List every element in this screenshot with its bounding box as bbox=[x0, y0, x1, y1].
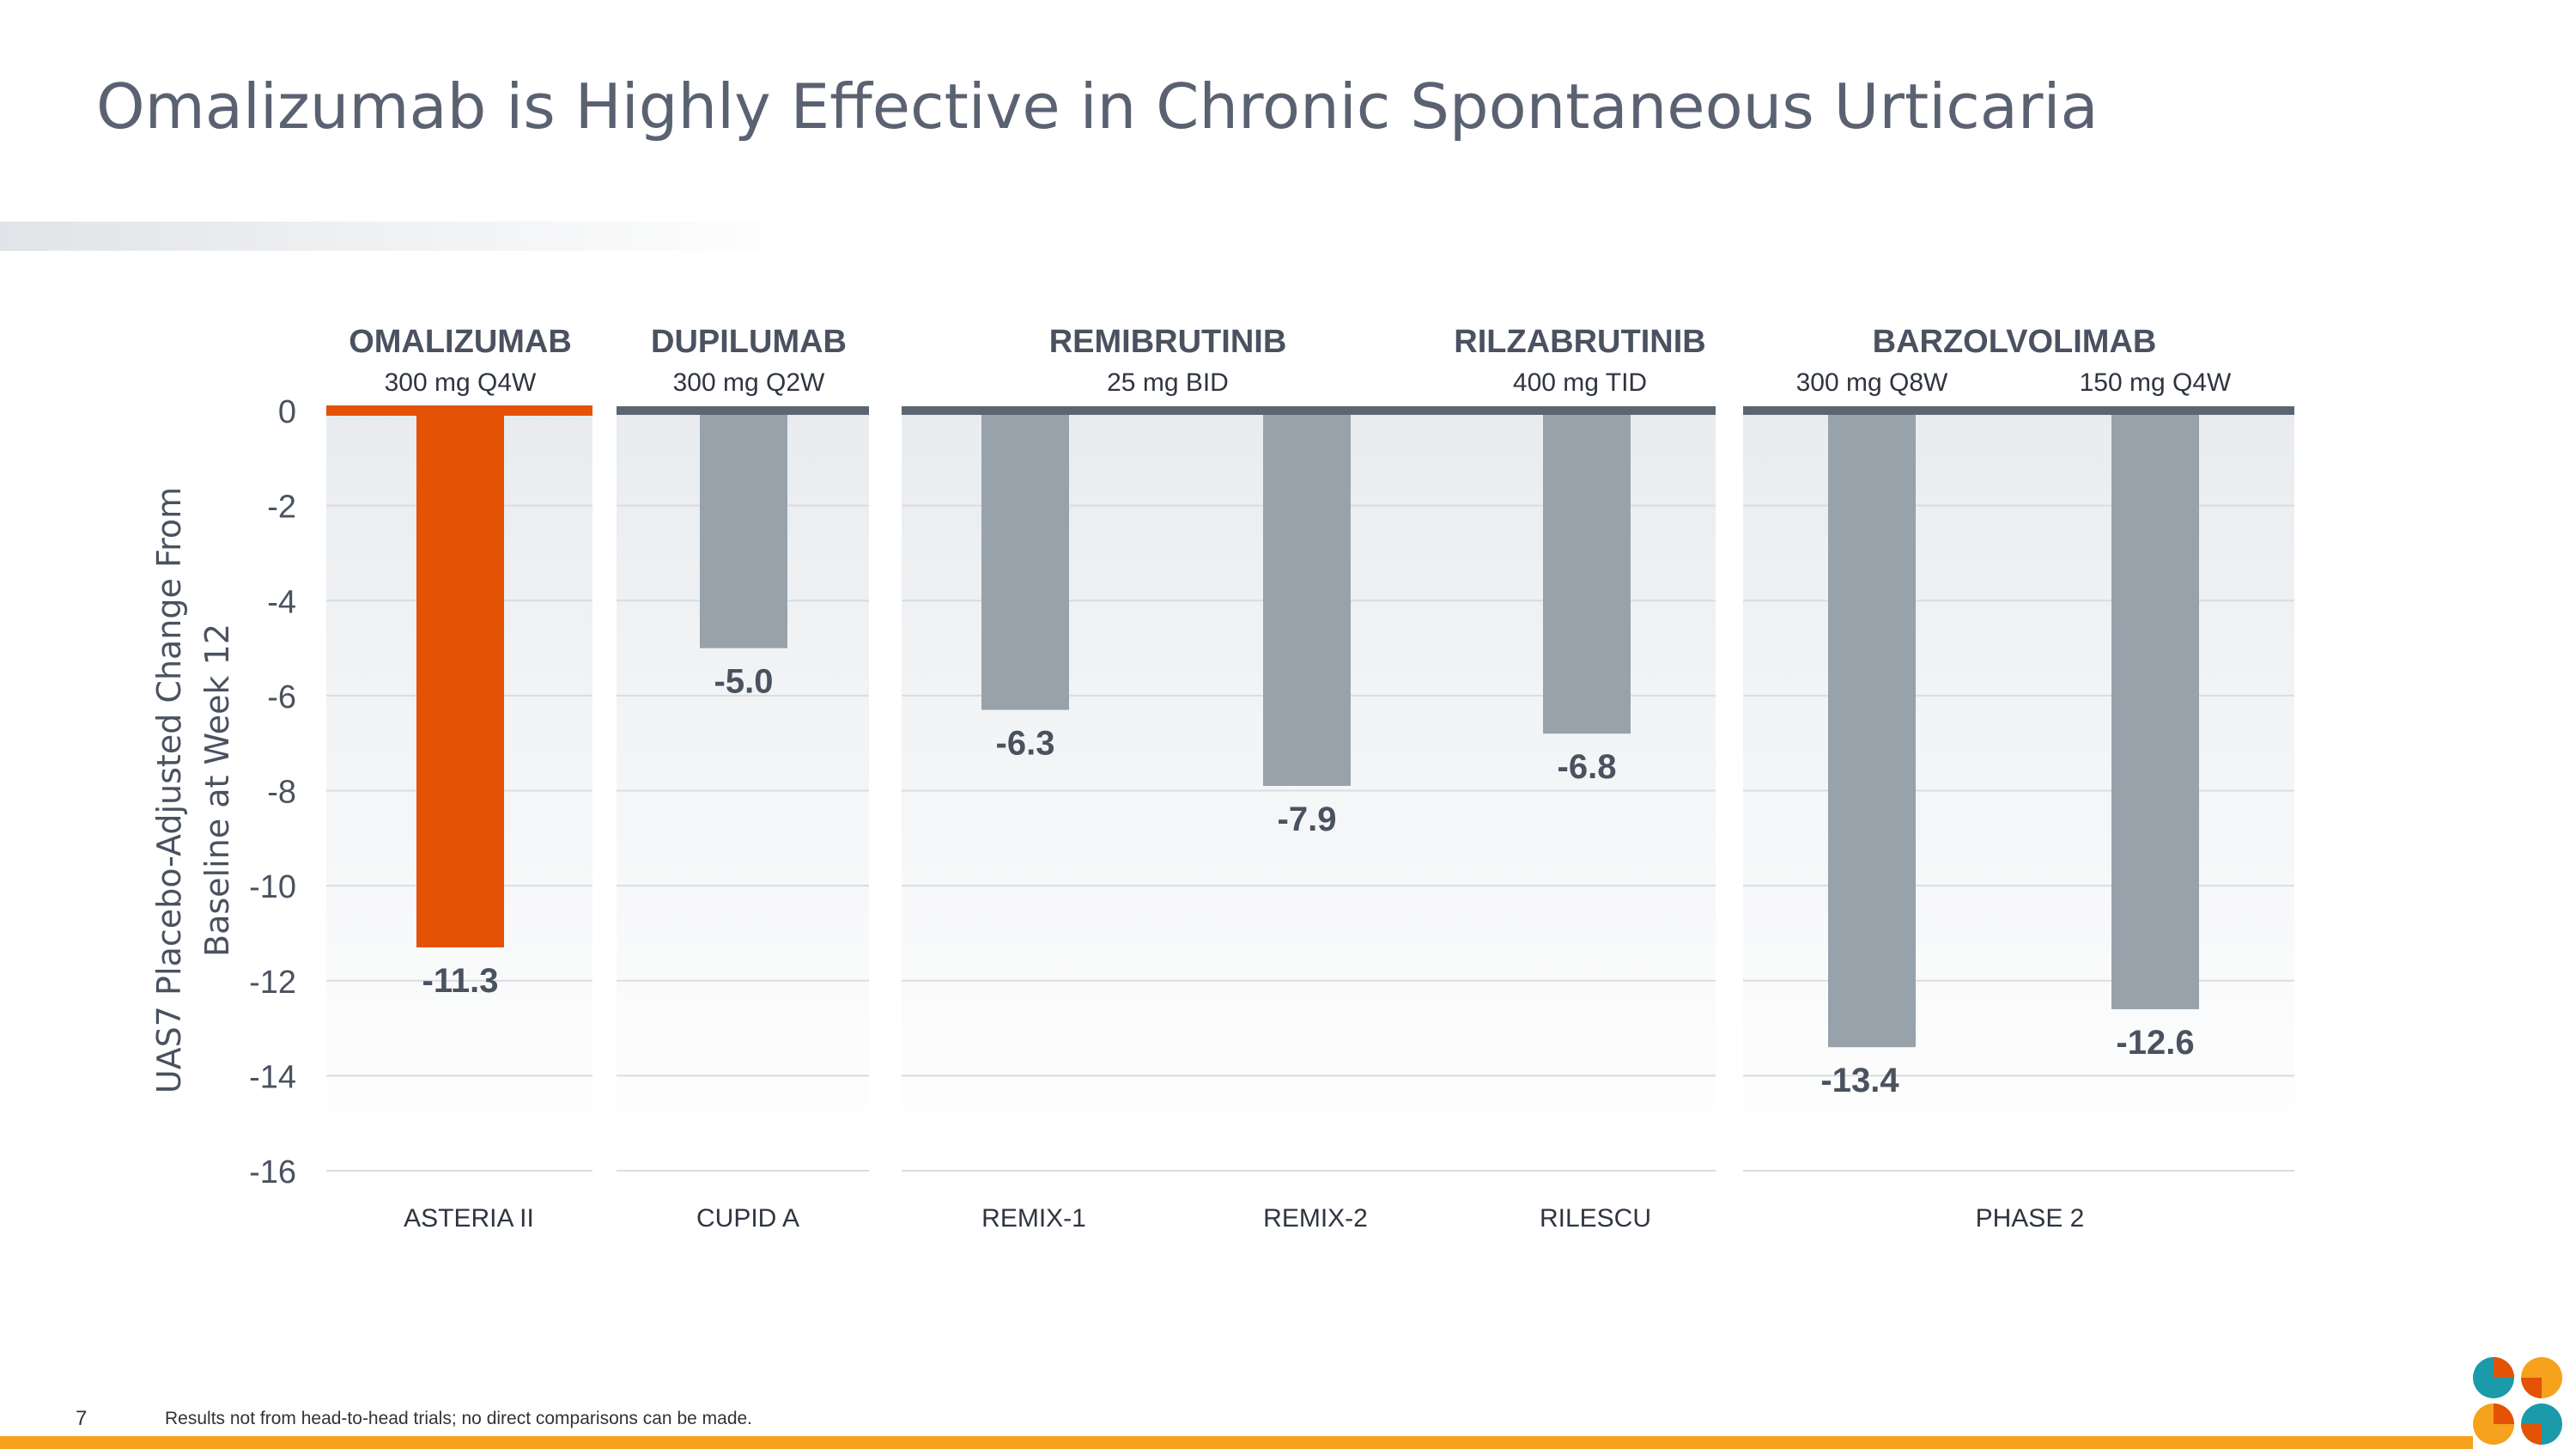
drug-title: RILZABRUTINIB bbox=[1454, 324, 1705, 360]
footer-accent-bar bbox=[0, 1436, 2473, 1449]
zero-line bbox=[902, 406, 1716, 415]
trial-label: RILESCU bbox=[1540, 1204, 1651, 1233]
bar-highlight bbox=[416, 411, 504, 948]
bar-value-label: -6.3 bbox=[996, 724, 1055, 762]
dose-label: 25 mg BID bbox=[1107, 368, 1229, 397]
y-tick-label: -6 bbox=[267, 679, 296, 715]
dose-label: 300 mg Q8W bbox=[1796, 368, 1948, 397]
y-tick-label: -8 bbox=[267, 775, 296, 811]
page-number: 7 bbox=[76, 1407, 88, 1430]
y-tick-label: -2 bbox=[267, 490, 296, 526]
y-tick-label: 0 bbox=[278, 394, 296, 430]
bar bbox=[1828, 411, 1916, 1048]
bar bbox=[1543, 411, 1631, 734]
bar-value-label: -11.3 bbox=[422, 962, 499, 1000]
dose-label: 150 mg Q4W bbox=[2080, 368, 2232, 397]
footnote: Results not from head-to-head trials; no… bbox=[165, 1409, 753, 1428]
bar-value-label: -7.9 bbox=[1278, 801, 1337, 838]
y-axis-label-line: Baseline at Week 12 bbox=[198, 624, 236, 957]
page-title: Omalizumab is Highly Effective in Chroni… bbox=[96, 70, 2099, 143]
zero-line bbox=[617, 406, 869, 415]
y-tick-label: -4 bbox=[267, 584, 296, 620]
drug-title: OMALIZUMAB bbox=[349, 324, 572, 360]
bar bbox=[1263, 411, 1351, 786]
trial-label: REMIX-2 bbox=[1263, 1204, 1368, 1233]
zero-line bbox=[1743, 406, 2294, 415]
dose-label: 300 mg Q4W bbox=[385, 368, 537, 397]
bar-value-label: -6.8 bbox=[1558, 748, 1617, 786]
dose-label: 300 mg Q2W bbox=[673, 368, 825, 397]
zero-line-highlight bbox=[326, 405, 592, 416]
bar-value-label: -12.6 bbox=[2116, 1024, 2194, 1062]
y-tick-label: -12 bbox=[249, 965, 296, 1001]
drug-title: DUPILUMAB bbox=[651, 324, 847, 360]
y-tick-label: -10 bbox=[249, 869, 296, 905]
trial-label: ASTERIA II bbox=[404, 1204, 534, 1233]
drug-title: REMIBRUTINIB bbox=[1049, 324, 1287, 360]
bar bbox=[2111, 411, 2199, 1009]
y-axis-label-line: UAS7 Placebo-Adjusted Change From bbox=[150, 487, 188, 1093]
trial-label: REMIX-1 bbox=[981, 1204, 1086, 1233]
company-logo-icon bbox=[2473, 1357, 2562, 1445]
trial-label: CUPID A bbox=[696, 1204, 799, 1233]
bar-value-label: -13.4 bbox=[1820, 1062, 1899, 1099]
y-axis-label: UAS7 Placebo-Adjusted Change From Baselin… bbox=[150, 487, 236, 1093]
dose-label: 400 mg TID bbox=[1513, 368, 1647, 397]
y-tick-label: -14 bbox=[249, 1059, 296, 1095]
bar bbox=[700, 411, 787, 648]
y-tick-label: -16 bbox=[249, 1154, 296, 1190]
trial-label: PHASE 2 bbox=[1976, 1204, 2085, 1233]
title-underline-shadow bbox=[0, 222, 807, 251]
bar bbox=[981, 411, 1069, 710]
bar-value-label: -5.0 bbox=[714, 663, 774, 701]
drug-title: BARZOLVOLIMAB bbox=[1873, 324, 2157, 360]
